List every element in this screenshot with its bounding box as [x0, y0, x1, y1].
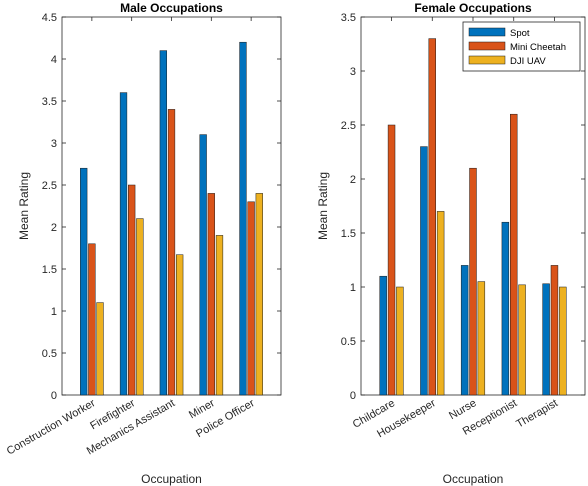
bar-spot-therapist: [542, 283, 550, 396]
bar-mini-cheetah-mechanics-assistant: [167, 109, 176, 396]
bar-mini-cheetah-housekeeper: [428, 38, 436, 396]
y-tick-label: 2: [51, 222, 57, 234]
x-axis-label: Occupation: [141, 472, 202, 486]
bar-spot-firefighter: [119, 92, 128, 396]
y-tick-label: 3: [350, 66, 356, 78]
bar-spot-mechanics-assistant: [159, 50, 167, 396]
bar-mini-cheetah-construction-worker: [88, 243, 96, 396]
bar-mini-cheetah-miner: [207, 193, 215, 396]
x-tick-label: Construction Worker: [5, 397, 98, 458]
bar-spot-construction-worker: [80, 167, 88, 396]
x-tick-label: Therapist: [514, 397, 560, 430]
bar-mini-cheetah-firefighter: [128, 184, 136, 396]
y-tick-label: 2.5: [341, 120, 356, 132]
y-tick-label: 1: [51, 306, 57, 318]
bar-dji-uav-mechanics-assistant: [176, 254, 184, 396]
bar-spot-receptionist: [501, 221, 510, 396]
y-tick-label: 1.5: [341, 228, 356, 240]
bar-dji-uav-childcare: [396, 286, 404, 396]
bar-dji-uav-police-officer: [255, 193, 263, 396]
bar-dji-uav-firefighter: [136, 218, 144, 396]
y-tick-label: 0: [51, 390, 57, 402]
y-tick-label: 0.5: [42, 348, 57, 360]
legend-label-spot: Spot: [510, 28, 530, 39]
y-tick-label: 2.5: [42, 180, 57, 192]
y-tick-label: 0.5: [341, 336, 356, 348]
bar-mini-cheetah-childcare: [387, 124, 396, 396]
y-tick-label: 1.5: [42, 264, 57, 276]
chart-title: Male Occupations: [120, 1, 223, 15]
bar-dji-uav-construction-worker: [96, 302, 104, 396]
legend-label-mini-cheetah: Mini Cheetah: [510, 42, 566, 53]
x-tick-label: Nurse: [447, 397, 478, 422]
bar-dji-uav-receptionist: [518, 284, 526, 396]
bar-dji-uav-miner: [215, 235, 224, 396]
chart-title: Female Occupations: [414, 1, 532, 15]
x-axis-label: Occupation: [443, 472, 504, 486]
bar-spot-police-officer: [239, 41, 247, 396]
bar-mini-cheetah-nurse: [469, 167, 477, 396]
y-axis-label: Mean Rating: [316, 172, 330, 240]
female-occupations-chart: Female Occupations 0 0.5 1 1.5 2 2.5 3 3.5 Mean R…: [316, 1, 586, 486]
y-tick-label: 4: [51, 54, 57, 66]
legend-swatch-dji-uav: [468, 55, 506, 65]
x-tick-label: Miner: [187, 397, 217, 421]
bar-mini-cheetah-receptionist: [510, 113, 518, 396]
bar-spot-housekeeper: [420, 146, 428, 396]
bar-spot-childcare: [379, 275, 387, 396]
bar-mini-cheetah-police-officer: [247, 201, 255, 396]
y-tick-label: 3: [51, 138, 57, 150]
bar-mini-cheetah-therapist: [550, 265, 559, 396]
legend-swatch-mini-cheetah: [468, 41, 506, 51]
bar-dji-uav-nurse: [477, 281, 486, 396]
bar-dji-uav-housekeeper: [436, 211, 445, 396]
legend-swatch-spot: [468, 27, 506, 37]
y-tick-label: 2: [350, 174, 356, 186]
y-tick-label: 3.5: [341, 12, 356, 24]
bar-dji-uav-therapist: [559, 286, 567, 396]
y-tick-label: 4.5: [42, 12, 57, 24]
bar-spot-nurse: [460, 265, 469, 396]
y-axis-label: Mean Rating: [17, 172, 31, 240]
male-occupations-chart: Male Occupations 0 0.5 1 1.5 2 2.5 3 3.5 4 4.5 Mean…: [5, 1, 282, 486]
legend-label-dji-uav: DJI UAV: [510, 56, 546, 67]
y-tick-label: 3.5: [42, 96, 57, 108]
bar-spot-miner: [199, 134, 207, 396]
y-tick-label: 1: [350, 282, 356, 294]
legend: Spot Mini Cheetah DJI UAV: [462, 21, 581, 72]
y-tick-label: 0: [350, 390, 356, 402]
